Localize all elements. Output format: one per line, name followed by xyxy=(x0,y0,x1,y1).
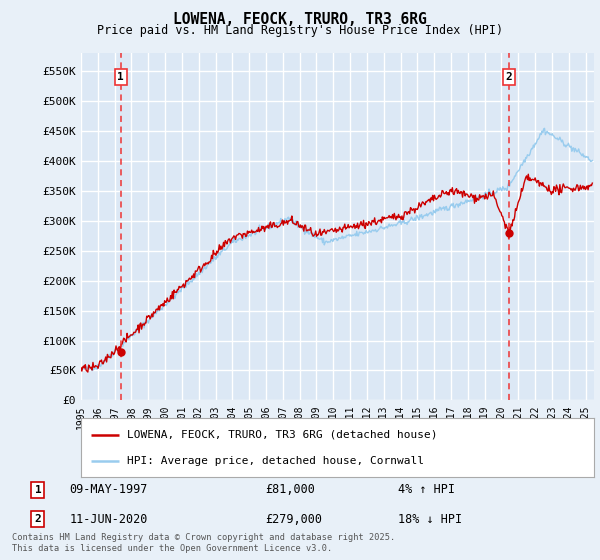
Text: LOWENA, FEOCK, TRURO, TR3 6RG (detached house): LOWENA, FEOCK, TRURO, TR3 6RG (detached … xyxy=(127,430,437,440)
Text: 4% ↑ HPI: 4% ↑ HPI xyxy=(398,483,455,496)
Text: 1: 1 xyxy=(35,485,41,495)
Text: 11-JUN-2020: 11-JUN-2020 xyxy=(70,512,148,526)
Text: Contains HM Land Registry data © Crown copyright and database right 2025.
This d: Contains HM Land Registry data © Crown c… xyxy=(12,533,395,553)
Text: 18% ↓ HPI: 18% ↓ HPI xyxy=(398,512,462,526)
Text: Price paid vs. HM Land Registry's House Price Index (HPI): Price paid vs. HM Land Registry's House … xyxy=(97,24,503,36)
Text: 1: 1 xyxy=(118,72,124,82)
Text: 2: 2 xyxy=(35,514,41,524)
Text: 09-MAY-1997: 09-MAY-1997 xyxy=(70,483,148,496)
Text: 2: 2 xyxy=(506,72,512,82)
Text: £279,000: £279,000 xyxy=(265,512,322,526)
Text: LOWENA, FEOCK, TRURO, TR3 6RG: LOWENA, FEOCK, TRURO, TR3 6RG xyxy=(173,12,427,27)
Text: £81,000: £81,000 xyxy=(265,483,316,496)
Text: HPI: Average price, detached house, Cornwall: HPI: Average price, detached house, Corn… xyxy=(127,456,424,466)
